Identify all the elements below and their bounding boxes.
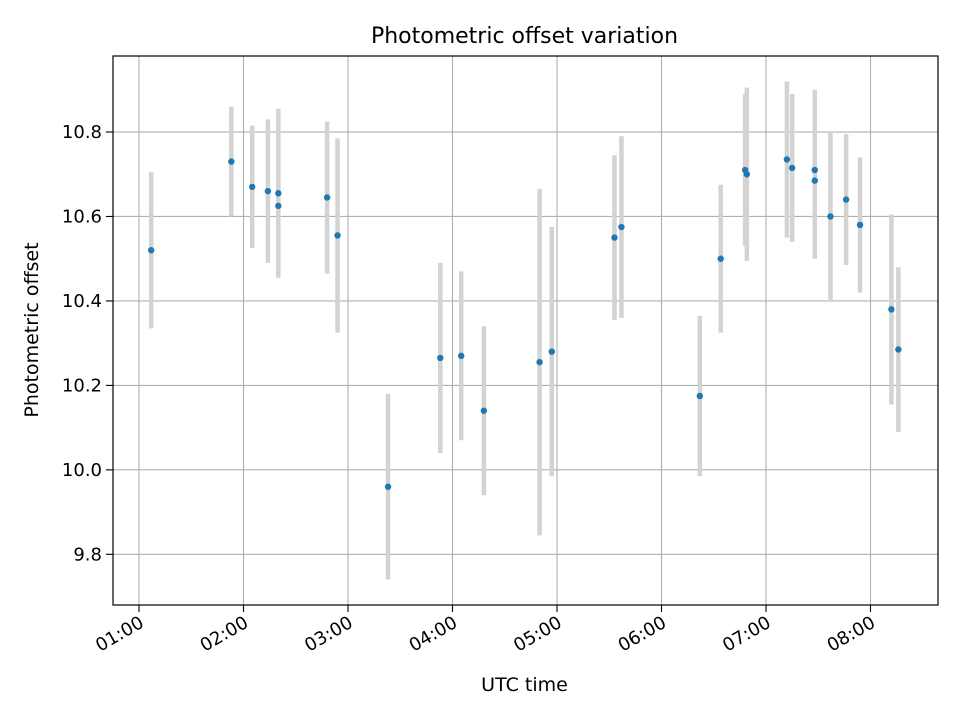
data-point bbox=[827, 213, 834, 220]
data-point bbox=[480, 407, 488, 414]
data-point bbox=[147, 247, 155, 254]
data-point bbox=[842, 196, 850, 203]
data-point bbox=[856, 221, 864, 229]
data-point bbox=[384, 483, 392, 490]
data-point bbox=[696, 392, 704, 400]
data-point bbox=[888, 306, 895, 313]
data-points bbox=[147, 156, 902, 490]
data-point bbox=[437, 354, 444, 362]
y-tick-label: 10.8 bbox=[62, 122, 102, 143]
y-axis-ticks: 9.8 10.0 10.2 10.4 10.6 10.8 bbox=[62, 122, 113, 565]
y-axis-label: Photometric offset bbox=[21, 242, 43, 417]
y-tick-label: 10.2 bbox=[62, 375, 102, 396]
data-point bbox=[249, 183, 256, 191]
data-point bbox=[323, 194, 331, 201]
plot-frame bbox=[112, 55, 939, 606]
data-point bbox=[788, 164, 796, 172]
data-point bbox=[811, 177, 818, 184]
y-tick-label: 9.8 bbox=[73, 544, 102, 565]
data-point bbox=[334, 232, 341, 239]
data-point bbox=[717, 255, 724, 262]
y-tick-label: 10.6 bbox=[62, 206, 102, 227]
data-point bbox=[811, 166, 818, 174]
data-point bbox=[275, 190, 282, 197]
data-point bbox=[536, 358, 543, 366]
data-point bbox=[618, 223, 625, 231]
data-point bbox=[783, 156, 791, 163]
data-point bbox=[548, 348, 555, 355]
data-point bbox=[458, 352, 465, 360]
y-tick-label: 10.0 bbox=[62, 460, 102, 481]
data-point bbox=[743, 171, 751, 178]
chart-title: Photometric offset variation bbox=[371, 24, 678, 49]
y-tick-label: 10.4 bbox=[62, 291, 102, 312]
x-axis-label: UTC time bbox=[481, 674, 568, 696]
data-point bbox=[264, 187, 272, 195]
data-point bbox=[895, 346, 902, 353]
data-point bbox=[611, 234, 618, 241]
data-point bbox=[228, 158, 235, 165]
data-point bbox=[275, 202, 282, 210]
grid bbox=[113, 56, 938, 605]
